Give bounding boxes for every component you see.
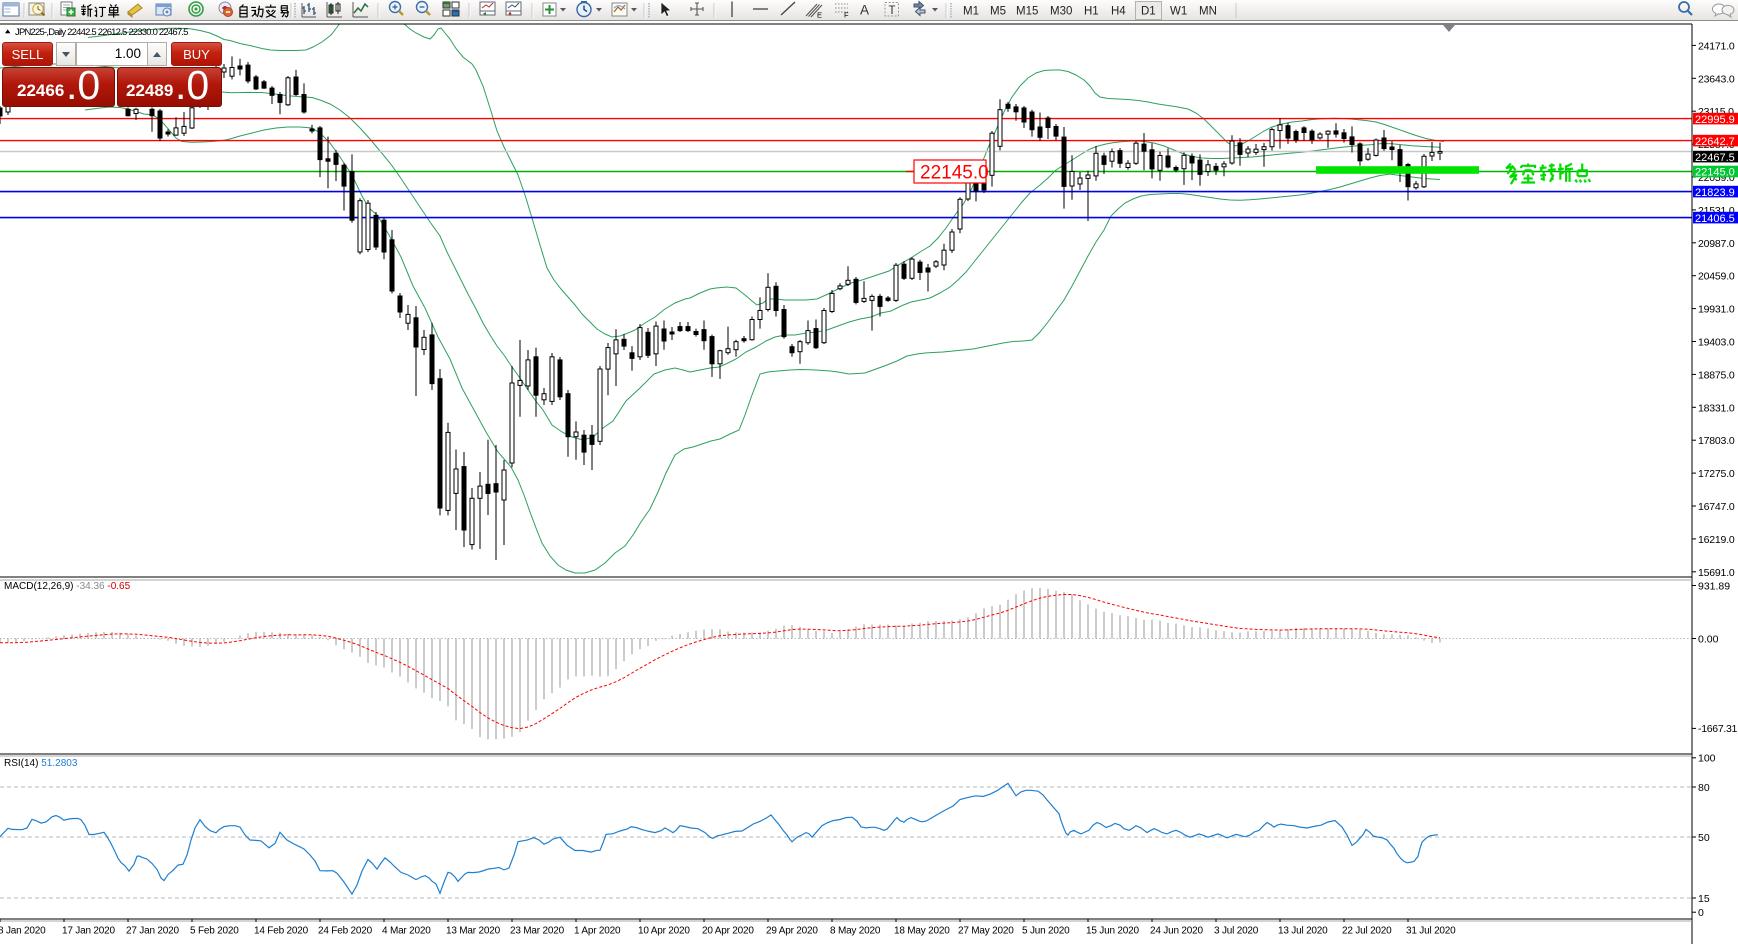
svg-text:931.89: 931.89: [1698, 581, 1730, 593]
svg-text:-1667.31: -1667.31: [1698, 723, 1738, 735]
svg-text:JPN225-,Daily 22442.5 22612.5: JPN225-,Daily 22442.5 22612.5 22330.0 22…: [15, 27, 188, 38]
svg-text:100: 100: [1698, 753, 1716, 765]
svg-text:M5: M5: [990, 6, 1006, 18]
svg-text:3 Jul 2020: 3 Jul 2020: [1214, 926, 1259, 937]
svg-text:10 Apr 2020: 10 Apr 2020: [638, 926, 690, 937]
svg-text:22995.9: 22995.9: [1695, 114, 1735, 126]
svg-text:22145.0: 22145.0: [920, 163, 989, 184]
svg-text:24 Jun 2020: 24 Jun 2020: [1150, 926, 1203, 937]
svg-text:8 Jan 2020: 8 Jan 2020: [0, 926, 46, 937]
svg-text:H4: H4: [1111, 6, 1126, 18]
svg-text:M15: M15: [1016, 6, 1038, 18]
svg-text:H1: H1: [1084, 6, 1099, 18]
svg-text:20987.0: 20987.0: [1698, 238, 1735, 250]
svg-text:22642.7: 22642.7: [1695, 136, 1735, 148]
svg-text:8 May 2020: 8 May 2020: [830, 926, 881, 937]
svg-text:15: 15: [1698, 893, 1710, 905]
svg-text:18331.0: 18331.0: [1698, 402, 1735, 414]
svg-text:5 Jun 2020: 5 Jun 2020: [1022, 926, 1070, 937]
svg-text:22467.5: 22467.5: [1695, 152, 1735, 164]
svg-text:23643.0: 23643.0: [1698, 73, 1735, 85]
svg-text:MACD(12,26,9) -34.36 -0.65: MACD(12,26,9) -34.36 -0.65: [4, 581, 131, 592]
svg-text:F: F: [844, 11, 849, 20]
svg-text:16747.0: 16747.0: [1698, 501, 1735, 513]
svg-text:RSI(14) 51.2803: RSI(14) 51.2803: [4, 758, 78, 769]
svg-text:M1: M1: [963, 6, 979, 18]
svg-text:22 Jul 2020: 22 Jul 2020: [1342, 926, 1392, 937]
svg-text:31 Jul 2020: 31 Jul 2020: [1406, 926, 1456, 937]
svg-text:29 Apr 2020: 29 Apr 2020: [766, 926, 818, 937]
svg-text:1 Apr 2020: 1 Apr 2020: [574, 926, 621, 937]
svg-text:21823.9: 21823.9: [1695, 187, 1735, 199]
svg-text:15 Jun 2020: 15 Jun 2020: [1086, 926, 1139, 937]
svg-text:A: A: [860, 3, 869, 18]
svg-text:18 May 2020: 18 May 2020: [894, 926, 950, 937]
svg-text:4 Mar 2020: 4 Mar 2020: [382, 926, 431, 937]
svg-text:13 Mar 2020: 13 Mar 2020: [446, 926, 501, 937]
svg-text:E: E: [817, 11, 822, 20]
svg-text:18875.0: 18875.0: [1698, 369, 1735, 381]
svg-text:24 Feb 2020: 24 Feb 2020: [318, 926, 373, 937]
svg-text:20459.0: 20459.0: [1698, 271, 1735, 283]
svg-text:27 May 2020: 27 May 2020: [958, 926, 1014, 937]
svg-text:19403.0: 19403.0: [1698, 337, 1735, 349]
svg-text:MN: MN: [1199, 6, 1217, 18]
svg-text:T: T: [889, 5, 896, 17]
svg-text:0: 0: [1698, 907, 1704, 919]
svg-text:13 Jul 2020: 13 Jul 2020: [1278, 926, 1328, 937]
svg-text:20 Apr 2020: 20 Apr 2020: [702, 926, 754, 937]
svg-text:27 Jan 2020: 27 Jan 2020: [126, 926, 179, 937]
svg-text:19931.0: 19931.0: [1698, 304, 1735, 316]
svg-text:16219.0: 16219.0: [1698, 534, 1735, 546]
svg-text:22145.0: 22145.0: [1695, 167, 1735, 179]
svg-text:14 Feb 2020: 14 Feb 2020: [254, 926, 309, 937]
svg-text:23 Mar 2020: 23 Mar 2020: [510, 926, 565, 937]
svg-text:80: 80: [1698, 782, 1710, 794]
svg-text:5 Feb 2020: 5 Feb 2020: [190, 926, 239, 937]
svg-text:D1: D1: [1141, 6, 1156, 18]
svg-text:W1: W1: [1170, 6, 1187, 18]
svg-text:17 Jan 2020: 17 Jan 2020: [62, 926, 115, 937]
svg-text:0.00: 0.00: [1698, 633, 1719, 645]
svg-text:50: 50: [1698, 832, 1710, 844]
svg-text:17275.0: 17275.0: [1698, 468, 1735, 480]
svg-text:21406.5: 21406.5: [1695, 213, 1735, 225]
svg-text:17803.0: 17803.0: [1698, 435, 1735, 447]
svg-text:24171.0: 24171.0: [1698, 40, 1735, 52]
svg-text:M30: M30: [1050, 6, 1072, 18]
svg-text:15691.0: 15691.0: [1698, 567, 1735, 579]
